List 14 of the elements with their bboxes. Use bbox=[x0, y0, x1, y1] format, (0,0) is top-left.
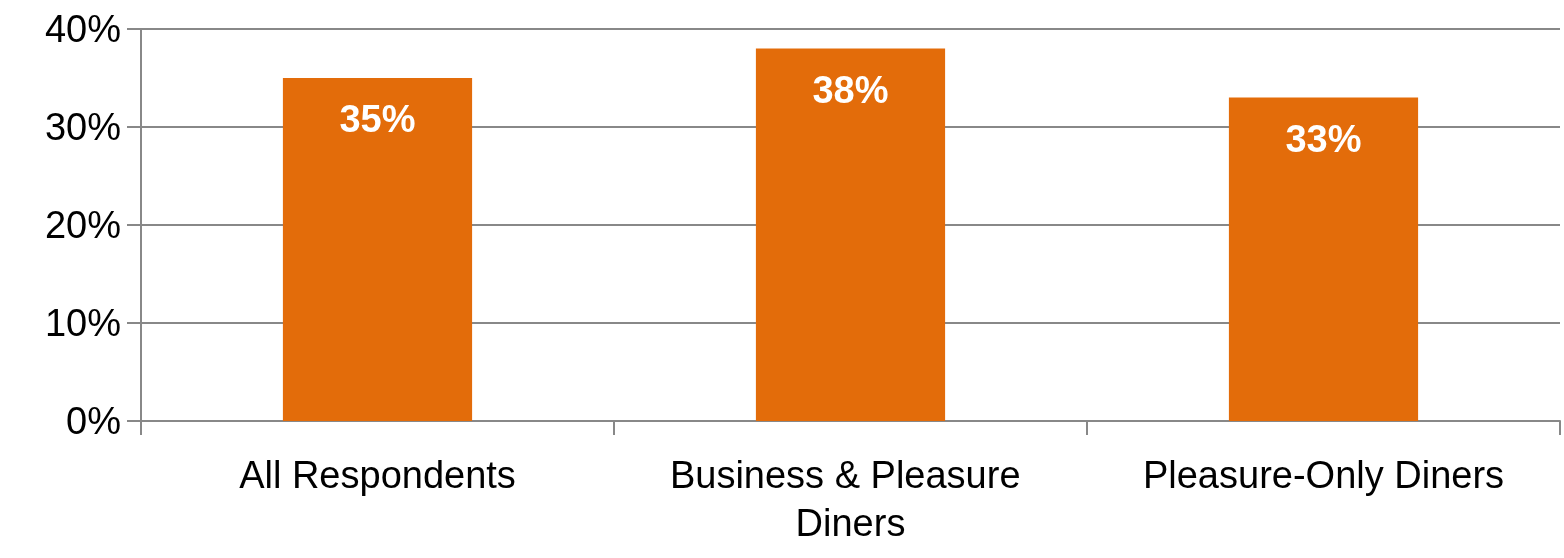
data-label: 35% bbox=[339, 98, 416, 140]
bar bbox=[282, 78, 473, 421]
y-tick-label: 40% bbox=[44, 8, 121, 50]
y-tick-label: 10% bbox=[44, 302, 121, 344]
x-tick-label: Business & Pleasure Diners bbox=[669, 454, 1032, 544]
y-tick-label: 0% bbox=[66, 400, 121, 442]
data-label: 33% bbox=[1285, 117, 1362, 160]
y-tick-label: 20% bbox=[44, 204, 121, 246]
x-tick-label: Pleasure-Only Diners bbox=[1142, 454, 1505, 496]
data-label: 38% bbox=[812, 68, 889, 111]
bar bbox=[1228, 97, 1419, 421]
bar bbox=[755, 48, 946, 421]
x-tick-label: All Respondents bbox=[239, 454, 516, 496]
y-tick-label: 30% bbox=[44, 106, 121, 148]
